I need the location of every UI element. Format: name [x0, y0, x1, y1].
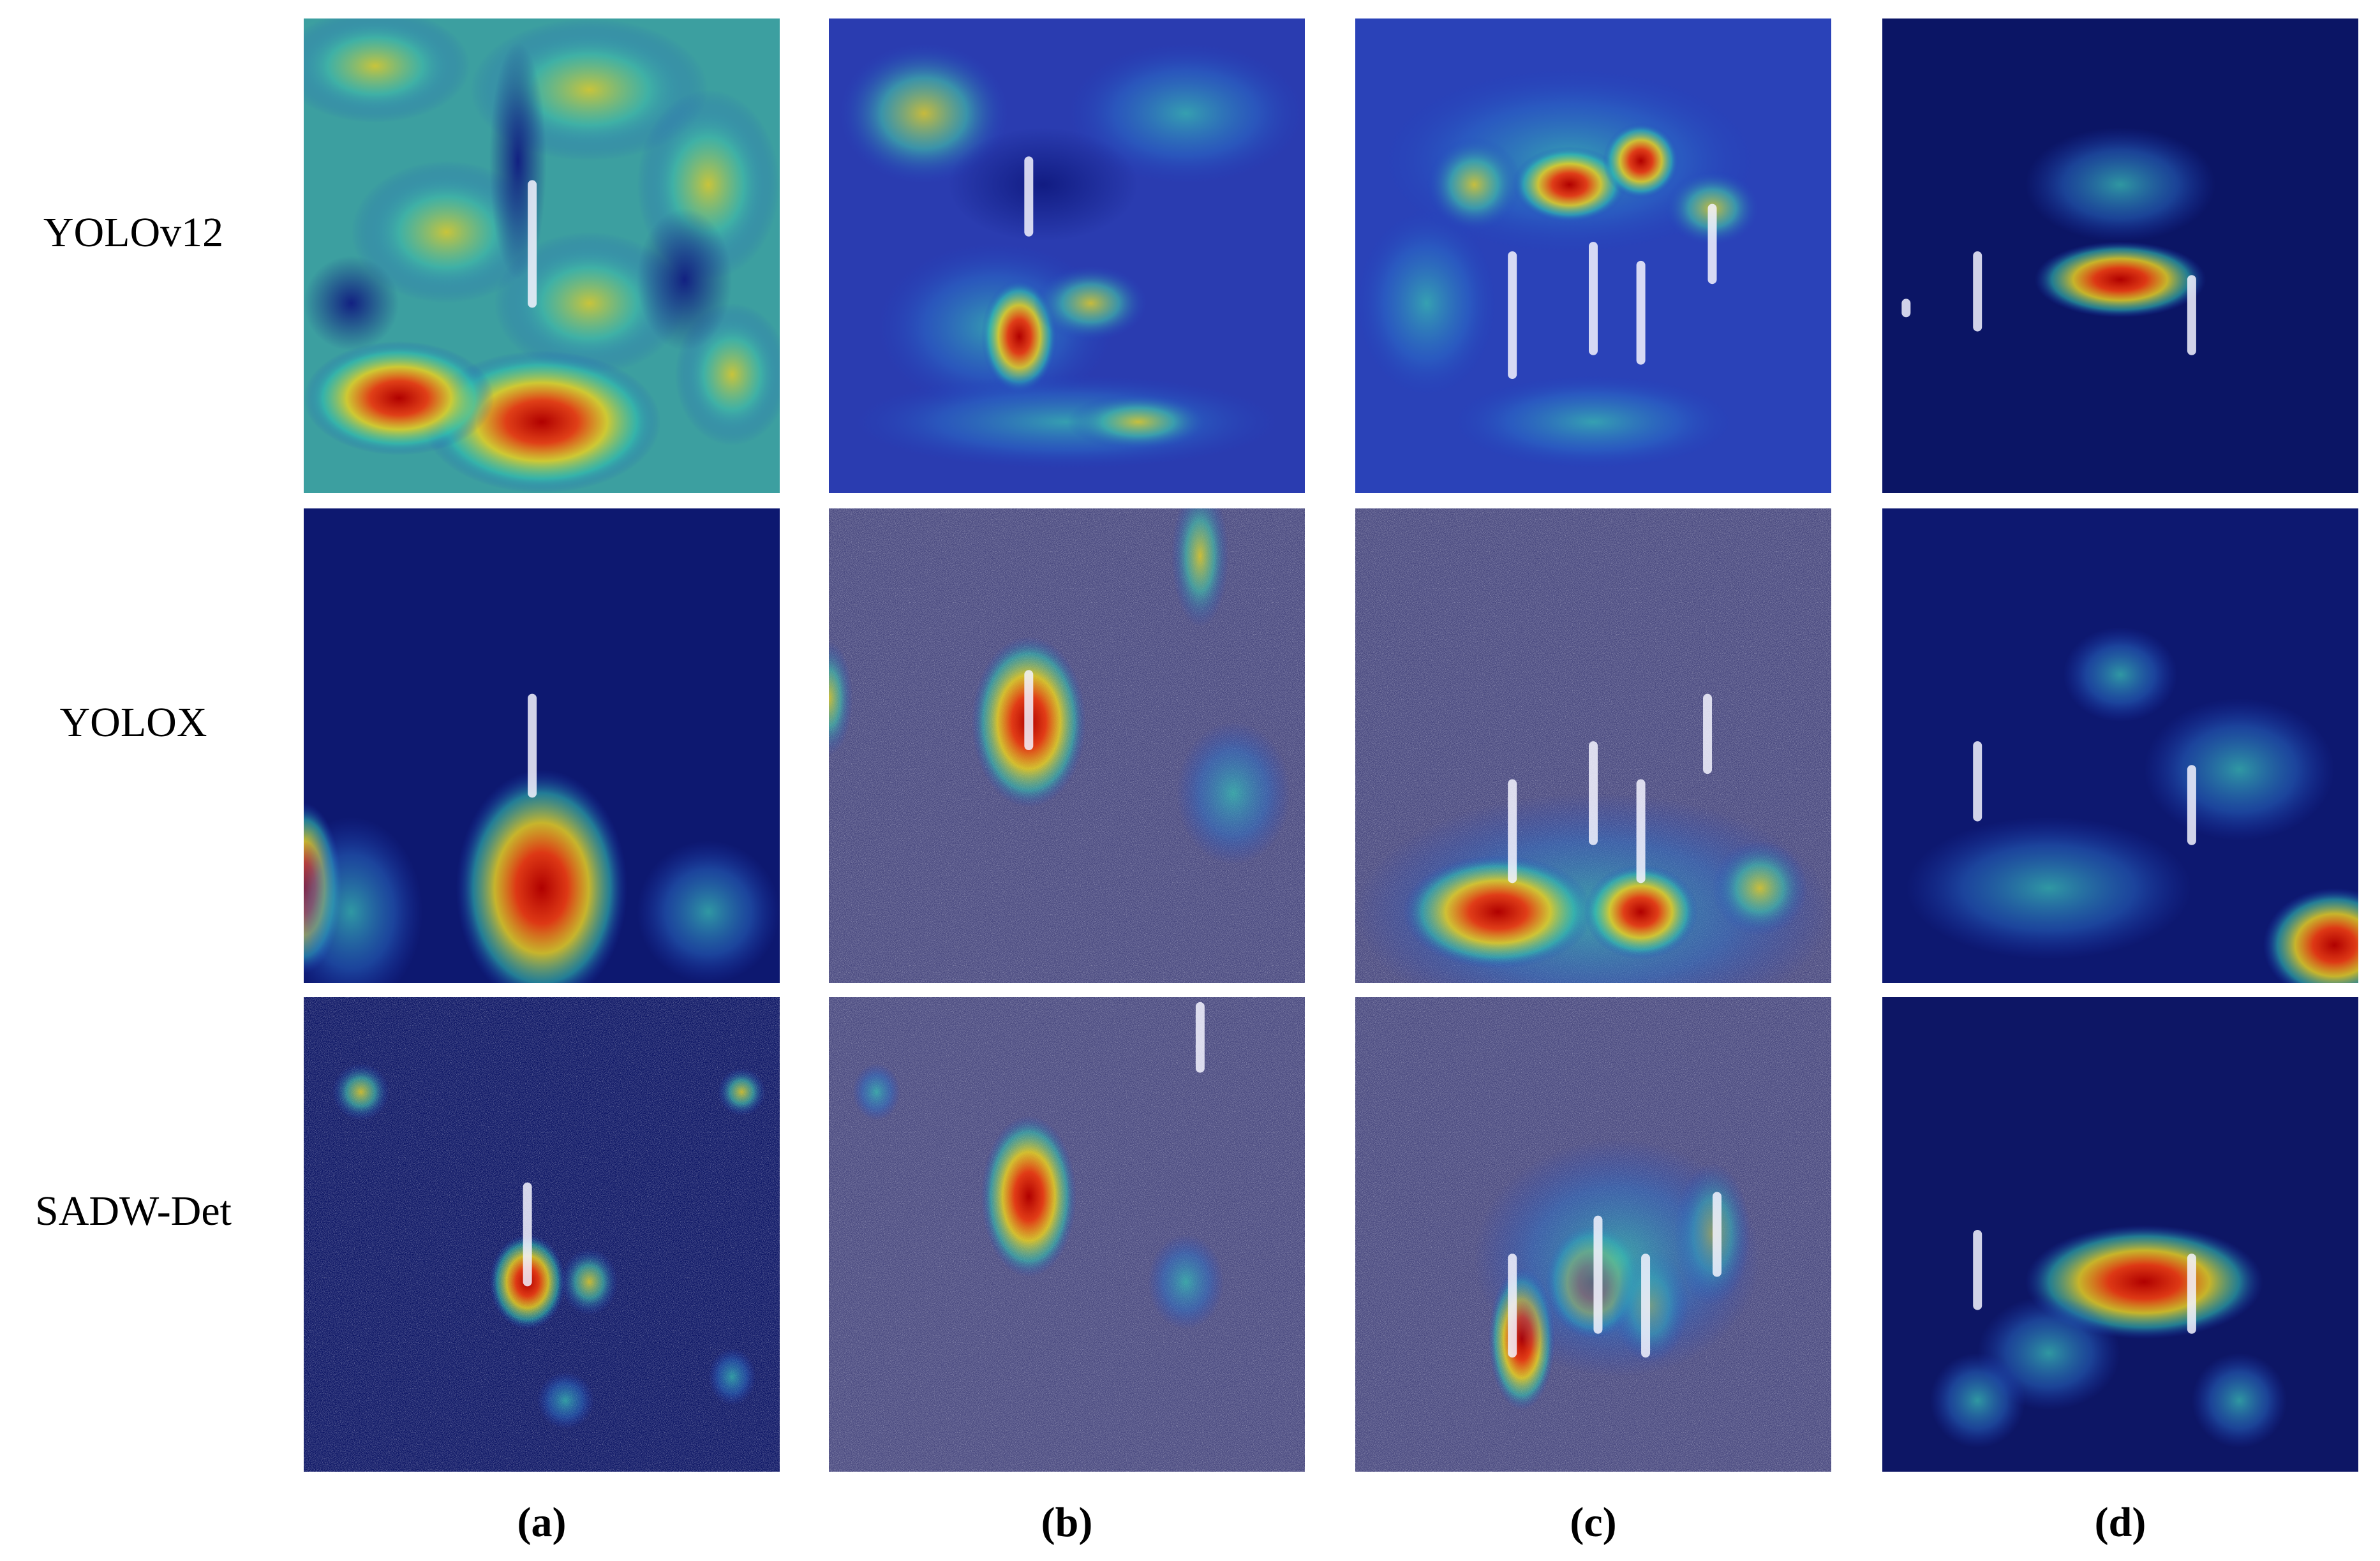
heatmap-panel [1355, 997, 1831, 1472]
heat-blob [1450, 374, 1736, 470]
panel-content [1882, 18, 2358, 493]
heat-blob [1512, 146, 1627, 223]
heatmap-panel [1355, 18, 1831, 493]
heat-blob [304, 817, 423, 983]
heatmap-panel [1882, 997, 2358, 1472]
heat-blob [637, 840, 780, 983]
heat-blob [560, 1248, 618, 1315]
heat-blob [494, 232, 685, 374]
heatmap-panel [1882, 18, 2358, 493]
heat-blob [838, 42, 1010, 185]
heat-blob [1176, 721, 1291, 864]
panel-content [1355, 508, 1831, 983]
heat-blob [1474, 1139, 1760, 1377]
heat-blob [1067, 393, 1210, 451]
panel-content [1355, 997, 1831, 1472]
labels: YOLOv12 YOLOX SADW-Det (a) (b) (c) (d) [35, 209, 2146, 1546]
heat-blob [852, 374, 1281, 470]
heat-blob [1906, 817, 2192, 959]
heatmap-panel [1355, 508, 1831, 983]
heat-blob [718, 1068, 766, 1116]
heatmap-panel [304, 997, 780, 1472]
heat-blob [708, 1348, 756, 1405]
heat-blob [1033, 265, 1148, 341]
row-label: YOLOX [60, 699, 207, 746]
heatmap-panel [829, 508, 1305, 983]
heat-blob [852, 1063, 900, 1121]
heat-blob [489, 42, 547, 280]
column-label: (d) [2095, 1499, 2146, 1546]
heat-blob [1584, 864, 1699, 959]
column-label: (a) [517, 1499, 567, 1546]
heat-blob [2263, 888, 2358, 983]
heatmap-panel [829, 18, 1305, 493]
heat-blob [304, 341, 495, 455]
heatmap-panel [1882, 508, 2358, 983]
panel-content [304, 997, 780, 1472]
heat-blob [1067, 42, 1305, 185]
heat-blob [537, 1372, 595, 1430]
heat-blob [829, 641, 853, 755]
panel-content [304, 508, 780, 983]
heatmap-panel [304, 508, 780, 983]
heat-blob [332, 1063, 390, 1121]
heat-blob [1602, 122, 1679, 199]
column-label: (c) [1570, 1499, 1616, 1546]
panel-content [1882, 997, 2358, 1472]
heat-blob [2063, 627, 2178, 722]
heat-blob [1930, 1353, 2025, 1448]
heat-blob [1147, 1234, 1224, 1329]
heatmap-panel [304, 18, 780, 493]
heat-blob [304, 256, 399, 351]
heat-blob [1355, 208, 1498, 399]
panel-content [1355, 18, 1831, 493]
heat-blob [948, 128, 1138, 242]
heat-blob [1712, 840, 1808, 936]
panels [304, 18, 2358, 1472]
heat-blob [637, 208, 733, 351]
heat-blob [2025, 128, 2216, 242]
panel-content [1882, 508, 2358, 983]
panel-content [304, 18, 780, 493]
panel-content [829, 18, 1305, 493]
heat-blob [2034, 241, 2206, 318]
heat-blob [1402, 855, 1593, 969]
heat-blob [304, 18, 471, 123]
heat-blob [1171, 508, 1229, 627]
panel-content [829, 997, 1305, 1472]
heat-blob [2144, 698, 2335, 841]
column-label: (b) [1041, 1499, 1093, 1546]
row-label: YOLOv12 [43, 209, 223, 256]
panel-content [829, 508, 1305, 983]
heat-blob [1426, 137, 1522, 232]
heat-blob [981, 1116, 1076, 1277]
heatmap-panel [829, 997, 1305, 1472]
heat-blob [2191, 1353, 2287, 1448]
row-label: SADW-Det [35, 1188, 232, 1234]
heat-blob [456, 769, 628, 983]
